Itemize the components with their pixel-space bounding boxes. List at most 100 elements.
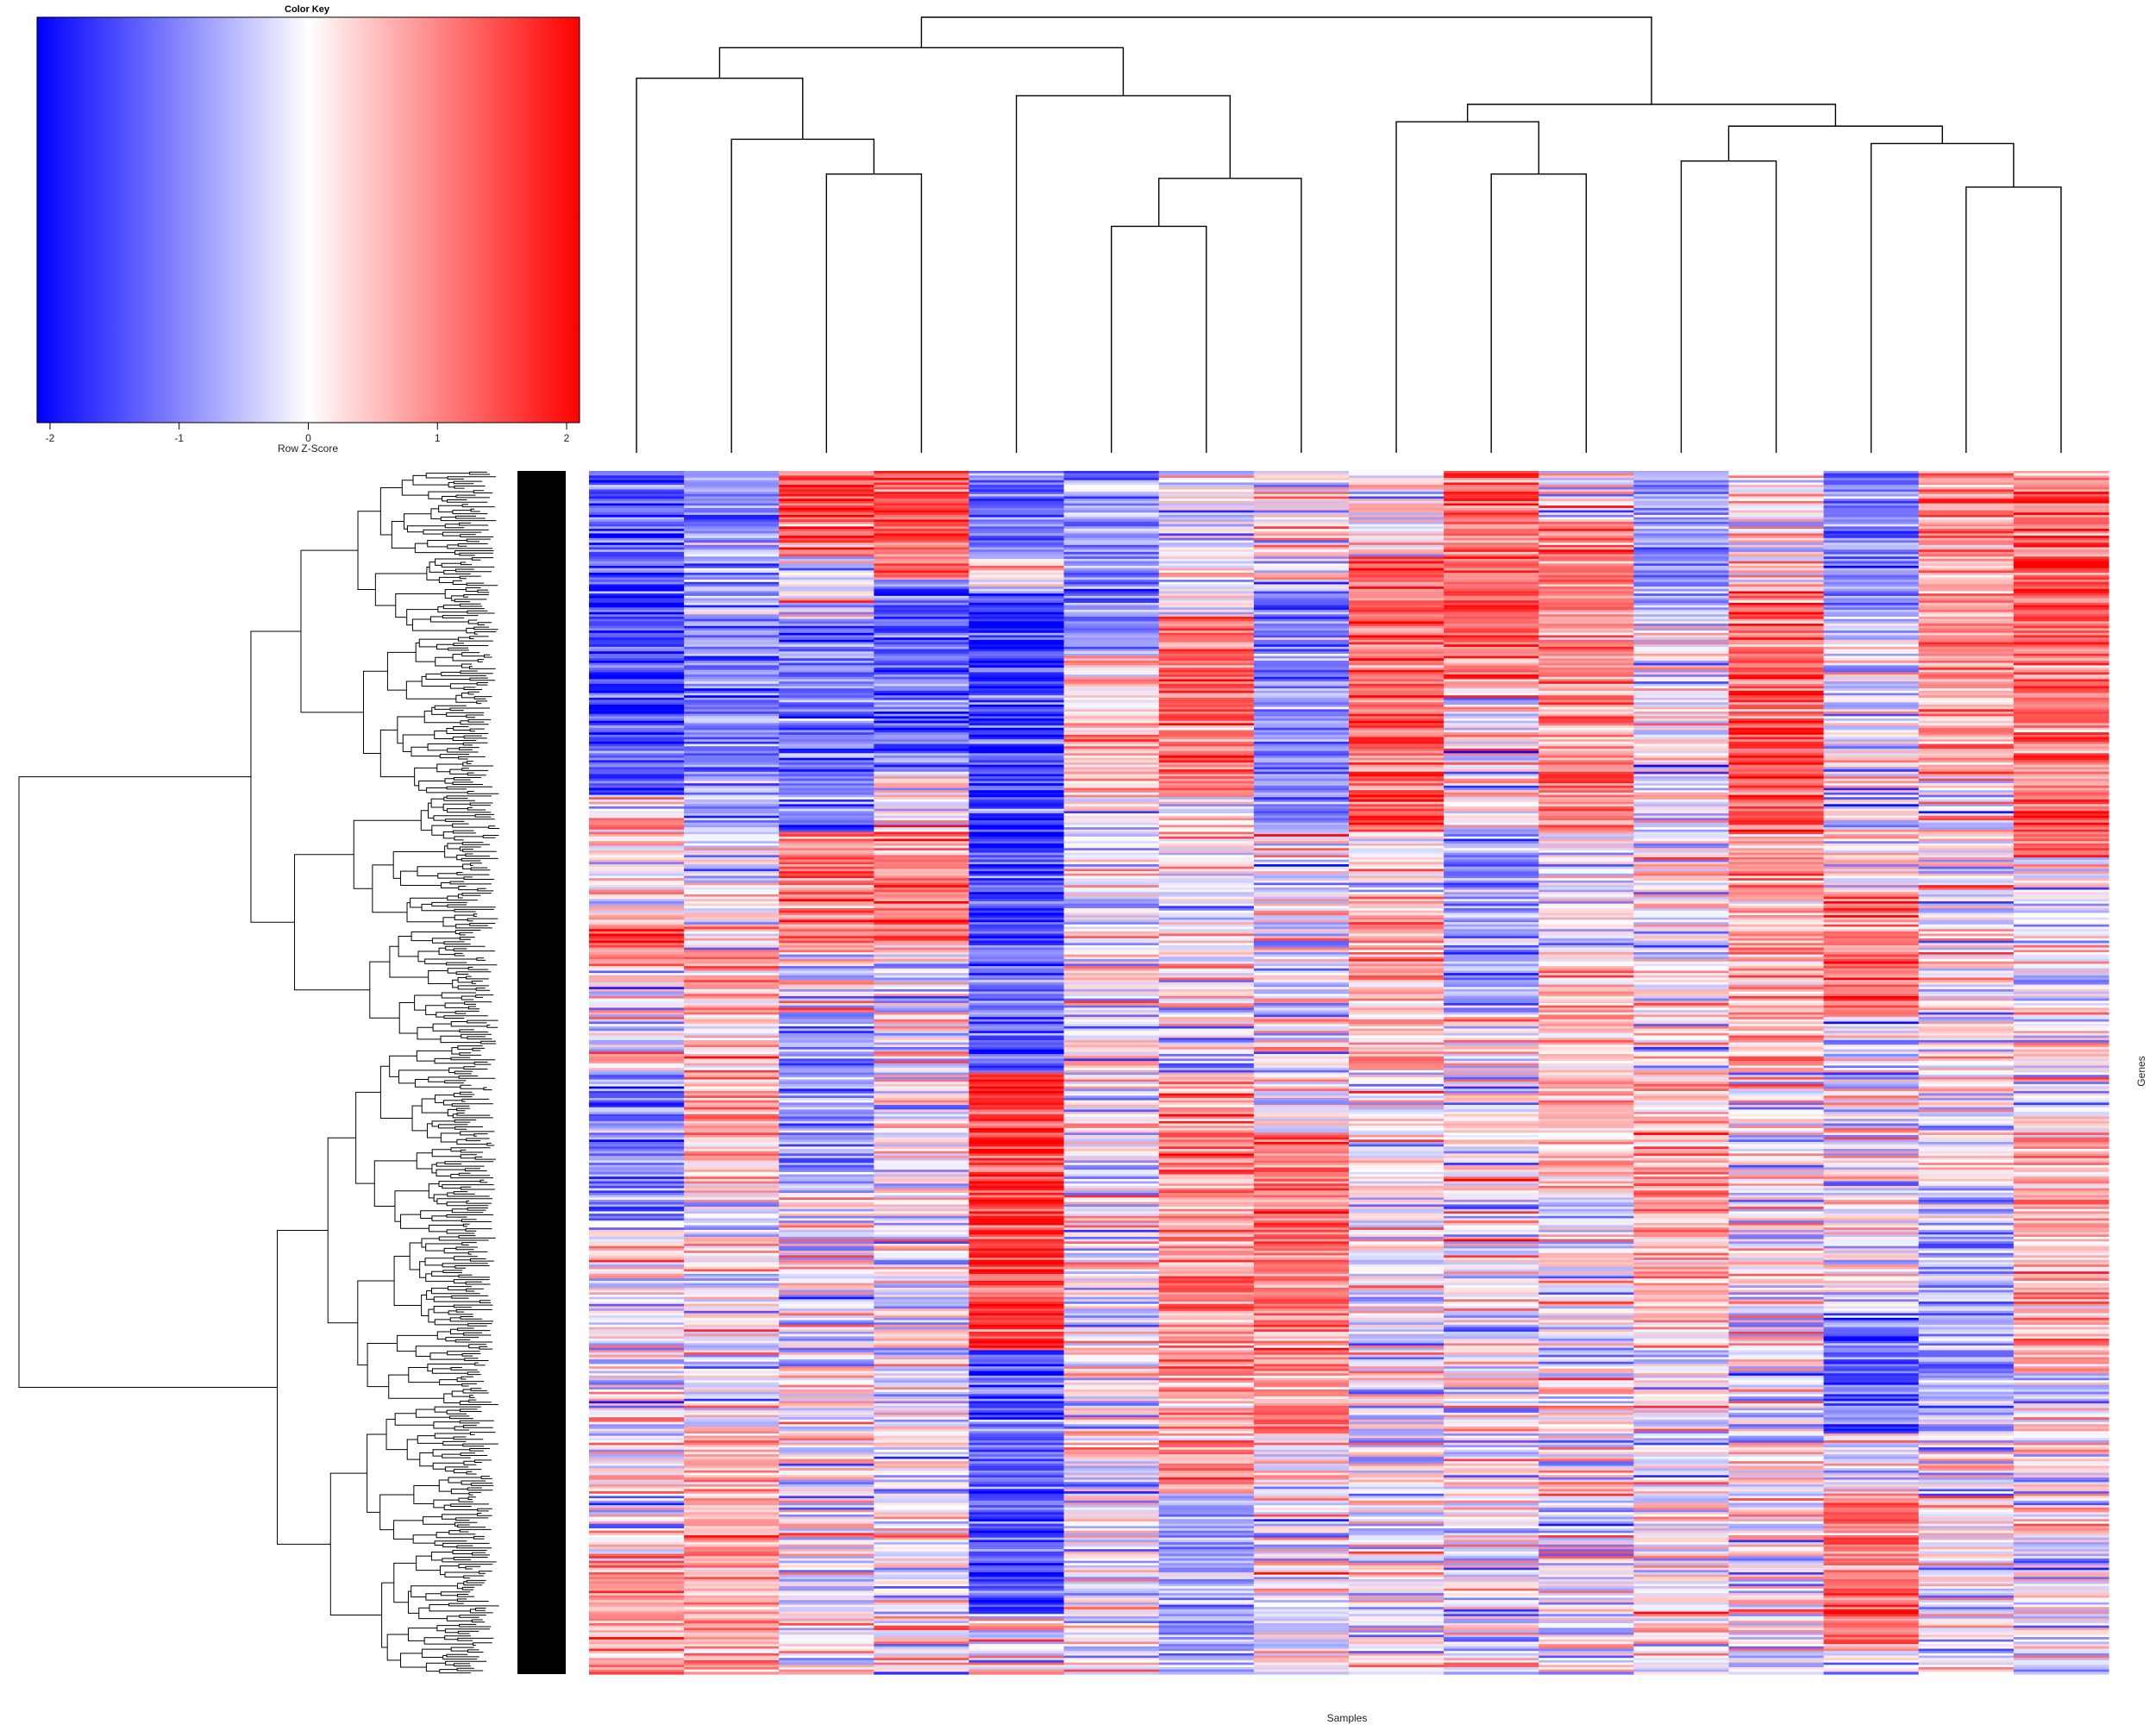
heatmap-cell: [684, 813, 780, 817]
heatmap-cell: [1253, 734, 1350, 738]
heatmap-cell: [1063, 1346, 1160, 1349]
heatmap-cell: [779, 871, 874, 875]
heatmap-cell: [589, 1421, 685, 1425]
heatmap-cell: [779, 1558, 874, 1562]
heatmap-cell: [779, 1665, 874, 1668]
heatmap-cell: [874, 649, 970, 652]
heatmap-cell: [1063, 1201, 1160, 1206]
heatmap-cell: [874, 1000, 970, 1004]
heatmap-cell: [684, 595, 780, 599]
heatmap-cell: [968, 519, 1065, 523]
heatmap-cell: [968, 1170, 1065, 1173]
heatmap-cell: [1349, 984, 1445, 988]
heatmap-cell: [1158, 1648, 1255, 1652]
heatmap-cell: [874, 1171, 970, 1176]
dendrogram-link: [452, 979, 459, 988]
heatmap-cell: [874, 512, 970, 516]
heatmap-cell: [968, 1225, 1065, 1228]
dendrogram-link: [463, 735, 487, 739]
heatmap-cell: [1063, 1500, 1160, 1504]
heatmap-cell: [968, 859, 1065, 862]
heatmap-cell: [874, 1482, 970, 1485]
heatmap-cell: [874, 547, 970, 550]
heatmap-cell: [779, 1461, 874, 1465]
heatmap-cell: [1158, 512, 1255, 516]
heatmap-cell: [1253, 743, 1350, 747]
dendrogram-link: [448, 1310, 473, 1315]
heatmap-cell: [1063, 929, 1160, 932]
dendrogram-link: [471, 1552, 490, 1556]
heatmap-cell: [779, 1630, 874, 1634]
heatmap-cell: [1253, 1535, 1350, 1539]
heatmap-cell: [589, 1215, 685, 1220]
heatmap-cell: [968, 864, 1065, 868]
heatmap-cell: [1063, 554, 1160, 557]
heatmap-cell: [1158, 727, 1255, 731]
heatmap-cell: [968, 991, 1065, 994]
heatmap-cell: [589, 1079, 685, 1082]
dendrogram-link: [469, 862, 482, 866]
heatmap-cell: [874, 834, 970, 837]
heatmap-cell: [1158, 1039, 1255, 1044]
heatmap-cell: [684, 1445, 780, 1448]
heatmap-cell: [779, 882, 874, 886]
heatmap-cell: [779, 950, 874, 953]
heatmap-cell: [874, 683, 970, 687]
heatmap-cell: [968, 1100, 1065, 1103]
heatmap-cell: [684, 943, 780, 946]
heatmap-cell: [684, 1112, 780, 1115]
heatmap-cell: [779, 1218, 874, 1221]
dendrogram-link: [353, 819, 422, 889]
heatmap-cell: [1158, 656, 1255, 659]
heatmap-cell: [684, 1181, 780, 1184]
heatmap-cell: [1158, 753, 1255, 756]
heatmap-cell: [779, 1567, 874, 1571]
heatmap-cell: [1063, 517, 1160, 520]
heatmap-cell: [1349, 818, 1445, 821]
heatmap-cell: [874, 591, 970, 594]
heatmap-cell: [589, 723, 685, 726]
heatmap-cell: [1063, 1102, 1160, 1106]
heatmap-cell: [1253, 929, 1350, 932]
heatmap-cell: [589, 1285, 685, 1289]
heatmap-cell: [968, 556, 1065, 560]
heatmap-cell: [684, 1252, 780, 1257]
heatmap-cell: [1253, 683, 1350, 687]
heatmap-cell: [684, 1391, 780, 1395]
heatmap-cell: [779, 1123, 874, 1126]
heatmap-cell: [589, 940, 685, 944]
dendrogram-link: [448, 1477, 482, 1484]
heatmap-cell: [1063, 1005, 1160, 1008]
heatmap-cell: [968, 1190, 1065, 1194]
dendrogram-link: [436, 763, 463, 773]
heatmap-cell: [874, 1419, 970, 1423]
heatmap-cell: [779, 1500, 874, 1504]
dendrogram-link: [429, 561, 444, 573]
heatmap-cell: [968, 1109, 1065, 1113]
heatmap-cell: [1349, 607, 1445, 611]
heatmap-cell: [779, 699, 874, 703]
heatmap-cell: [1349, 556, 1445, 560]
heatmap-cell: [1349, 653, 1445, 657]
heatmap-cell: [779, 1181, 874, 1184]
heatmap-cell: [589, 580, 685, 583]
heatmap-cell: [1253, 1258, 1350, 1261]
dendrogram-link: [466, 1288, 484, 1292]
heatmap-cell: [874, 980, 970, 983]
heatmap-cell: [968, 852, 1065, 856]
heatmap-cell: [589, 1472, 685, 1476]
heatmap-cell: [1253, 1491, 1350, 1495]
heatmap-cell: [1063, 755, 1160, 759]
heatmap-cell: [874, 1398, 970, 1402]
heatmap-cell: [1253, 1211, 1350, 1214]
heatmap-cell: [1253, 551, 1350, 555]
heatmap-cell: [589, 764, 685, 768]
heatmap-cell: [1349, 767, 1445, 770]
heatmap-cell: [1253, 1417, 1350, 1421]
heatmap-cell: [589, 1295, 685, 1298]
heatmap-cell: [779, 855, 874, 858]
heatmap-cell: [1253, 1570, 1350, 1573]
heatmap-cell: [589, 1658, 685, 1661]
heatmap-cell: [1063, 561, 1160, 564]
heatmap-cell: [1253, 1331, 1350, 1335]
